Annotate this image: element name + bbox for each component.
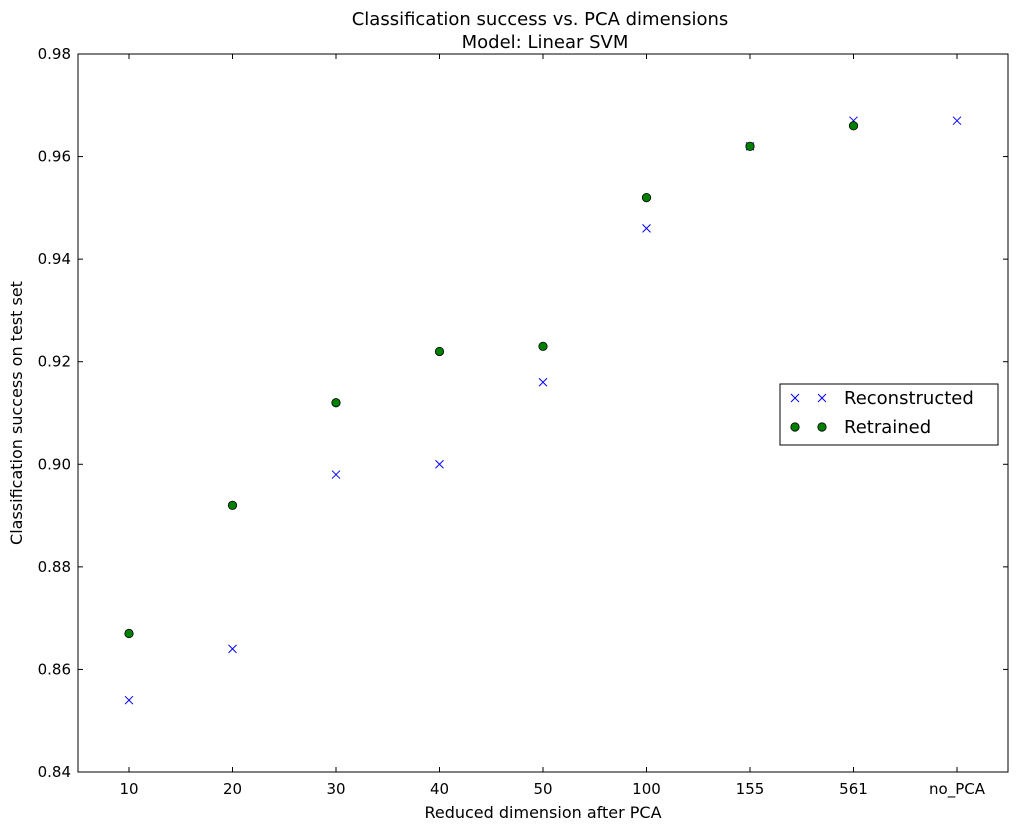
- reconstructed-point: [124, 695, 134, 705]
- legend-marker-retrained: [790, 422, 800, 432]
- legend-label-reconstructed: Reconstructed: [844, 388, 974, 409]
- y-tick-label: 0.96: [38, 148, 71, 166]
- legend-marker-reconstructed: [817, 393, 827, 403]
- y-tick-label: 0.86: [38, 660, 71, 678]
- legend-marker-retrained: [817, 422, 827, 432]
- retrained-point: [538, 341, 548, 351]
- retrained-point: [331, 398, 341, 408]
- retrained-point: [848, 121, 859, 131]
- retrained-point: [641, 193, 652, 203]
- y-tick-label: 0.94: [38, 250, 71, 268]
- x-tick-label: 561: [839, 780, 868, 798]
- retrained-point: [227, 500, 238, 510]
- reconstructed-point: [642, 224, 651, 233]
- legend-frame: [779, 383, 999, 446]
- x-axis-label: Reduced dimension after PCA: [424, 803, 661, 822]
- reconstructed-point: [538, 377, 548, 387]
- y-tick-label: 0.84: [38, 763, 71, 781]
- chart-subtitle: Model: Linear SVM: [462, 32, 629, 53]
- retrained-point: [124, 628, 134, 639]
- legend-label-retrained: Retrained: [844, 417, 931, 438]
- reconstructed-point: [435, 459, 444, 469]
- x-tick-label: 10: [119, 780, 138, 798]
- x-tick-label: 155: [736, 780, 765, 798]
- reconstructed-point: [952, 116, 962, 126]
- reconstructed-point: [331, 470, 341, 479]
- y-axis-label: Classification success on test set: [7, 281, 26, 545]
- x-tick-label: no_PCA: [929, 780, 986, 799]
- retrained-point: [434, 346, 445, 357]
- legend: Reconstructed Retrained: [779, 383, 999, 446]
- y-axis: 0.84 0.86 0.88 0.90 0.92 0.94 0.96 0.98: [38, 45, 1008, 781]
- data-marks: [124, 116, 962, 705]
- x-tick-label: 30: [326, 780, 345, 798]
- x-tick-label: 40: [430, 780, 449, 798]
- reconstructed-point: [228, 644, 237, 654]
- x-tick-label: 100: [632, 780, 661, 798]
- x-axis: 10 20 30 40 50 100 155 561 no_PCA: [119, 54, 986, 799]
- y-tick-label: 0.92: [38, 353, 71, 371]
- series-retrained: [124, 121, 859, 639]
- x-tick-label: 20: [223, 780, 242, 798]
- x-tick-label: 50: [533, 780, 552, 798]
- y-tick-label: 0.98: [38, 45, 71, 63]
- y-tick-label: 0.90: [38, 455, 71, 473]
- legend-marker-reconstructed: [790, 393, 800, 403]
- chart-title: Classification success vs. PCA dimension…: [352, 9, 729, 30]
- retrained-point: [745, 141, 755, 151]
- y-tick-label: 0.88: [38, 558, 71, 576]
